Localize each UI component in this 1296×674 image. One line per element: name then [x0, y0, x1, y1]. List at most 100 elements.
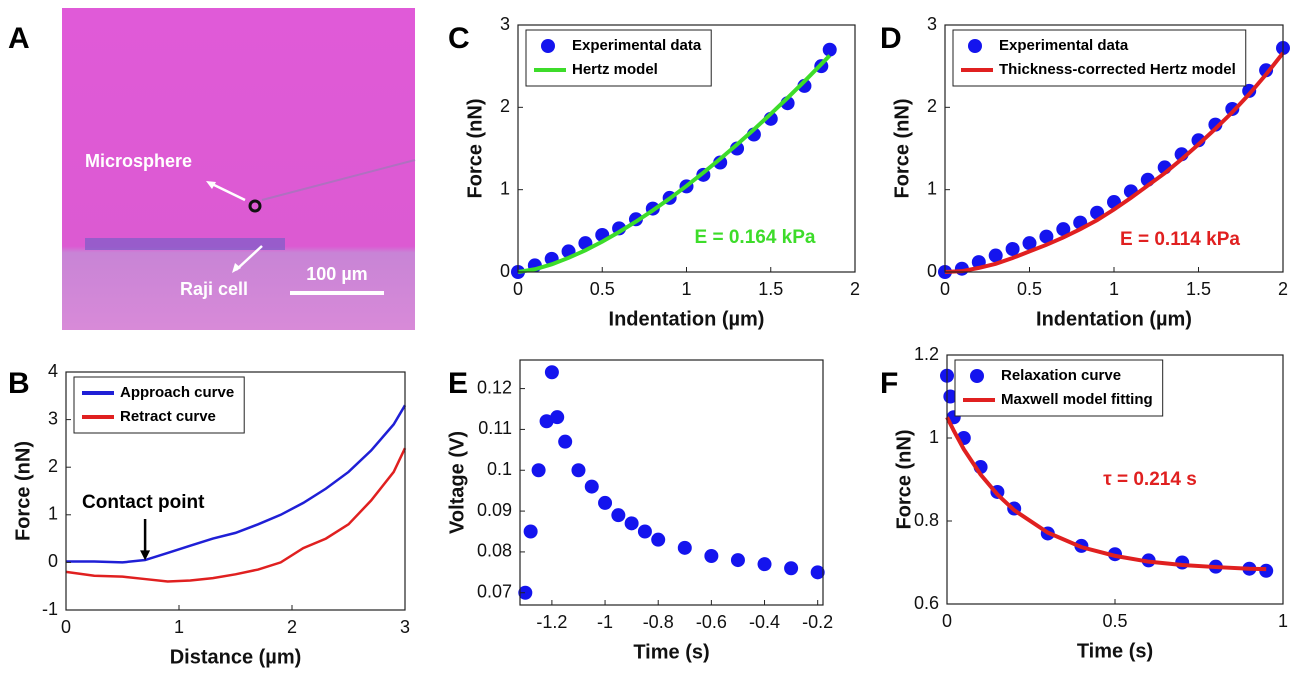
y-tick-label: 0.11 — [478, 418, 512, 438]
y-tick-label: 0 — [48, 551, 58, 571]
scale-label: 100 µm — [306, 264, 367, 284]
marker — [988, 248, 1003, 263]
y-axis-label: Voltage (V) — [446, 431, 468, 534]
marker — [637, 524, 652, 539]
annotation: Microsphere — [85, 151, 192, 171]
x-tick-label: 2 — [1278, 279, 1288, 299]
legend-label: Maxwell model fitting — [1001, 391, 1153, 408]
panel: 0 0.5 1 0.6 0.8 1 1.2 Time (s) Force (nN) Fτ = 0.… — [880, 344, 1288, 663]
y-tick-label: 3 — [500, 14, 510, 34]
plot-frame — [519, 359, 824, 606]
y-axis-label: Force (nN) — [12, 441, 34, 541]
image-panel: Microsphere Raji cell 100 µm A — [8, 8, 416, 330]
x-tick-label: 1 — [681, 279, 691, 299]
marker — [1039, 229, 1054, 244]
y-axis-label: Force (nN) — [893, 430, 915, 530]
y-tick-label: 0 — [500, 261, 510, 281]
x-axis-label: Distance (µm) — [170, 646, 302, 668]
marker — [1056, 222, 1071, 237]
x-tick-label: -0.8 — [643, 612, 674, 632]
y-tick-label: 2 — [48, 456, 58, 476]
y-tick-label: 2 — [500, 96, 510, 116]
y-tick-label: 4 — [48, 361, 58, 381]
marker — [1022, 236, 1037, 251]
series-line — [945, 416, 1267, 572]
panel-label: A — [8, 22, 30, 55]
x-tick-label: -1.2 — [536, 612, 567, 632]
x-tick-label: 0 — [940, 279, 950, 299]
y-tick-label: -1 — [42, 599, 58, 619]
marker — [531, 463, 546, 478]
series-line — [65, 447, 407, 583]
legend-box — [525, 29, 712, 87]
marker — [598, 495, 613, 510]
marker — [611, 508, 626, 523]
y-tick-label: 3 — [927, 14, 937, 34]
microsphere — [248, 199, 262, 213]
series-line — [944, 51, 1285, 274]
y-tick-label: 1 — [929, 427, 939, 447]
marker — [523, 524, 538, 539]
marker — [518, 585, 533, 600]
x-tick-label: 0.5 — [1017, 279, 1042, 299]
x-tick-label: 0.5 — [590, 279, 615, 299]
y-tick-label: 0.09 — [477, 500, 512, 520]
y-tick-label: 2 — [927, 96, 937, 116]
cell-band — [85, 238, 285, 250]
y-tick-label: 0 — [927, 261, 937, 281]
marker — [1005, 241, 1020, 256]
x-tick-label: -1 — [597, 612, 613, 632]
x-tick-label: 0 — [61, 617, 71, 637]
y-tick-label: 3 — [48, 408, 58, 428]
annotation: τ = 0.214 s — [1103, 469, 1197, 490]
legend-label: Experimental data — [572, 37, 702, 54]
marker — [624, 516, 639, 531]
marker — [584, 479, 599, 494]
legend: Experimental data Thickness-corrected Her… — [952, 29, 1247, 87]
x-axis-label: Time (s) — [633, 641, 709, 663]
x-tick-label: 0.5 — [1102, 611, 1127, 631]
marker — [730, 553, 745, 568]
cantilever — [261, 159, 416, 201]
legend-label: Retract curve — [120, 408, 216, 425]
legend-box — [954, 359, 1164, 417]
marker — [544, 365, 559, 380]
legend: Experimental data Hertz model — [525, 29, 712, 87]
arrow — [209, 181, 246, 202]
panel: -1.2 -1 -0.8 -0.6 -0.4 -0.2 0.07 0.08 0.09 0.1 0.1… — [446, 359, 833, 663]
marker — [784, 561, 799, 576]
panel-label: D — [880, 22, 902, 55]
legend-label: Hertz model — [572, 61, 658, 78]
y-tick-label: 1.2 — [914, 344, 939, 364]
x-axis-label: Indentation (µm) — [1036, 308, 1192, 330]
annotation: Contact point — [82, 492, 205, 513]
y-tick-label: 0.8 — [914, 510, 939, 530]
x-tick-label: 1 — [174, 617, 184, 637]
marker — [571, 463, 586, 478]
panel-label: F — [880, 367, 898, 400]
annotation: E = 0.164 kPa — [695, 227, 816, 248]
x-tick-label: 0 — [942, 611, 952, 631]
y-tick-label: 1 — [48, 504, 58, 524]
y-tick-label: 0.12 — [477, 377, 512, 397]
x-axis-label: Indentation (µm) — [609, 308, 765, 330]
legend-label: Relaxation curve — [1001, 367, 1121, 384]
legend-label: Approach curve — [120, 384, 234, 401]
annotation: Raji cell — [180, 279, 248, 299]
marker — [810, 565, 825, 580]
marker — [822, 42, 837, 57]
marker — [539, 414, 554, 429]
y-tick-label: 1 — [500, 178, 510, 198]
x-tick-label: 1 — [1278, 611, 1288, 631]
x-tick-label: 0 — [513, 279, 523, 299]
legend-marker — [968, 39, 982, 53]
x-tick-label: 2 — [850, 279, 860, 299]
series-line — [66, 404, 407, 564]
x-tick-label: 3 — [400, 617, 410, 637]
x-tick-label: -0.4 — [749, 612, 780, 632]
y-axis-label: Force (nN) — [891, 99, 913, 199]
y-tick-label: 1 — [927, 178, 937, 198]
y-tick-label: 0.1 — [487, 459, 512, 479]
